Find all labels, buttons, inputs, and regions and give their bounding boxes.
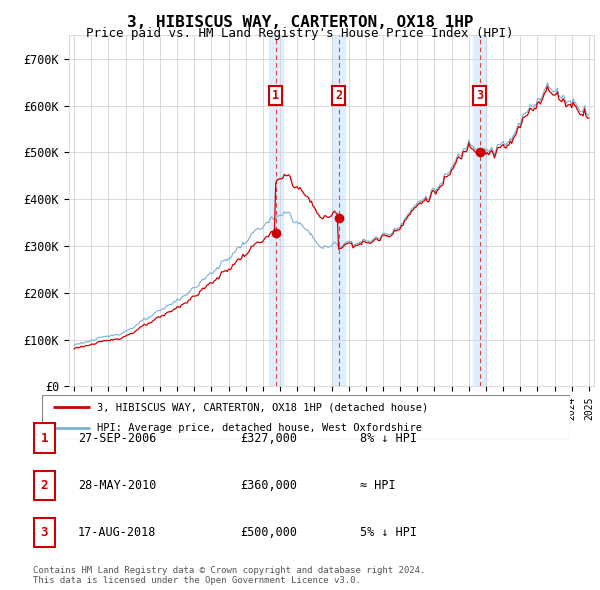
Text: Contains HM Land Registry data © Crown copyright and database right 2024.
This d: Contains HM Land Registry data © Crown c… bbox=[33, 566, 425, 585]
Text: 3: 3 bbox=[41, 526, 48, 539]
Text: 1: 1 bbox=[272, 88, 279, 101]
Text: 3, HIBISCUS WAY, CARTERTON, OX18 1HP (detached house): 3, HIBISCUS WAY, CARTERTON, OX18 1HP (de… bbox=[97, 402, 428, 412]
Text: HPI: Average price, detached house, West Oxfordshire: HPI: Average price, detached house, West… bbox=[97, 424, 422, 434]
Text: 1: 1 bbox=[41, 431, 48, 445]
Text: Price paid vs. HM Land Registry's House Price Index (HPI): Price paid vs. HM Land Registry's House … bbox=[86, 27, 514, 40]
Text: 27-SEP-2006: 27-SEP-2006 bbox=[78, 431, 157, 445]
Text: 8% ↓ HPI: 8% ↓ HPI bbox=[360, 431, 417, 445]
Text: 5% ↓ HPI: 5% ↓ HPI bbox=[360, 526, 417, 539]
Text: 17-AUG-2018: 17-AUG-2018 bbox=[78, 526, 157, 539]
Text: 2: 2 bbox=[335, 88, 342, 101]
Text: £360,000: £360,000 bbox=[240, 478, 297, 492]
Bar bbox=[269, 35, 283, 386]
Text: 3: 3 bbox=[476, 88, 483, 101]
Text: ≈ HPI: ≈ HPI bbox=[360, 478, 395, 492]
Text: £500,000: £500,000 bbox=[240, 526, 297, 539]
Bar bbox=[473, 35, 487, 386]
Text: £327,000: £327,000 bbox=[240, 431, 297, 445]
Text: 3, HIBISCUS WAY, CARTERTON, OX18 1HP: 3, HIBISCUS WAY, CARTERTON, OX18 1HP bbox=[127, 15, 473, 30]
Text: 28-MAY-2010: 28-MAY-2010 bbox=[78, 478, 157, 492]
Text: 2: 2 bbox=[41, 478, 48, 492]
Bar bbox=[332, 35, 346, 386]
